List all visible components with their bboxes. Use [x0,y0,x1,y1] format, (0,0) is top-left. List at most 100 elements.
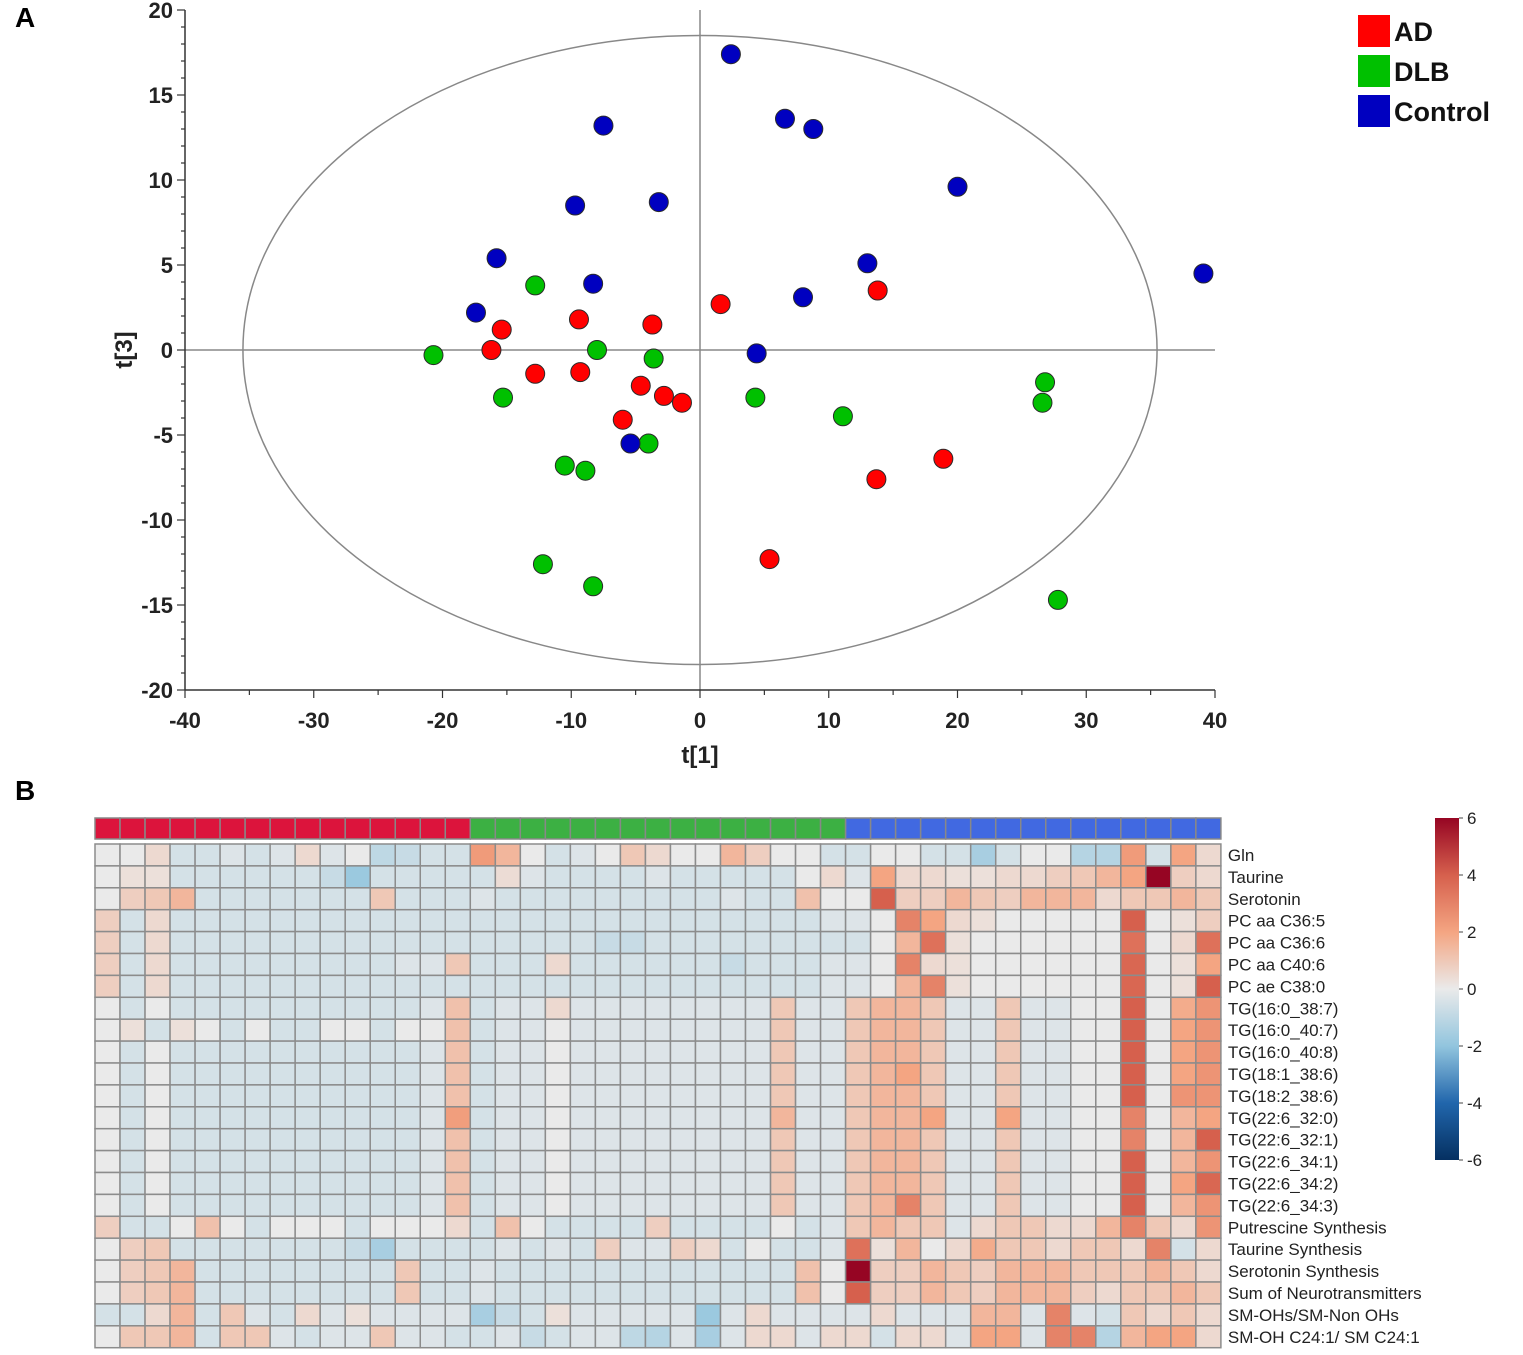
heatmap-cell [519,996,547,1020]
heatmap-cell [819,1040,847,1064]
heatmap-cell [194,865,221,889]
heatmap-cell [794,1127,822,1152]
heatmap-cell [844,1127,872,1152]
heatmap-cell [994,1281,1022,1305]
heatmap-cell [969,1193,997,1218]
heatmap-cell [519,1018,547,1042]
heatmap-cell [444,1215,472,1239]
heatmap-cell [944,865,972,889]
heatmap-cell [544,1149,572,1174]
heatmap-cell [794,887,822,911]
heatmap-cell [1095,1018,1122,1042]
heatmap-cell [869,1149,897,1174]
point-ad [671,392,692,413]
heatmap-cell [1019,1062,1047,1086]
heatmap-cell [969,1127,997,1152]
heatmap-cell [194,1106,221,1130]
heatmap-cell [719,1106,747,1130]
heatmap-cell [894,930,922,955]
heatmap-cell [494,1062,522,1086]
heatmap-cell [819,952,847,977]
group-annotation-dlb [469,817,497,840]
heatmap-cell [644,887,672,911]
heatmap-cell [619,1259,647,1283]
legend-swatch-dlb [1358,55,1390,87]
heatmap-cell [769,1062,797,1086]
heatmap-cell [219,887,246,911]
heatmap-cell [119,1281,146,1305]
heatmap-cell [569,930,597,955]
heatmap-cell [744,1149,772,1174]
row-label: Taurine Synthesis [1228,1240,1362,1259]
heatmap-cell [144,1171,171,1196]
heatmap-cell [1045,1084,1072,1108]
heatmap-cell [319,996,346,1020]
heatmap-cell [644,974,672,999]
heatmap-cell [894,1149,922,1174]
group-annotation-ad [119,817,146,840]
heatmap-cell [1145,1040,1172,1064]
heatmap-cell [594,930,622,955]
heatmap-cell [819,1084,847,1108]
heatmap-cell [794,1106,822,1130]
color-scale-bar [1435,818,1459,1160]
scale-tick-label: 2 [1467,923,1476,942]
heatmap-cell [794,1193,822,1218]
heatmap-cell [744,1325,772,1349]
point-dlb [1035,372,1056,393]
heatmap-cell [269,1303,296,1327]
heatmap-cell [594,1303,622,1327]
heatmap-cell [919,1018,947,1042]
heatmap-cell [819,996,847,1020]
heatmap-cell [269,843,296,867]
heatmap-cell [594,1325,622,1349]
heatmap-cell [694,1303,722,1327]
heatmap-cell [1195,1259,1222,1283]
heatmap-cell [969,1106,997,1130]
heatmap-cell [669,843,697,867]
heatmap-cell [119,1149,146,1174]
heatmap-cell [544,865,572,889]
heatmap-cell [844,887,872,911]
heatmap-cell [919,930,947,955]
heatmap-cell [869,1062,897,1086]
heatmap-cell [1170,1281,1197,1305]
heatmap-cell [169,1281,196,1305]
heatmap-cell [294,1106,321,1130]
heatmap-cell [1019,1040,1047,1064]
heatmap-cell [919,1259,947,1283]
x-tick-label: -20 [427,708,459,733]
heatmap-cell [769,865,797,889]
heatmap-cell [694,996,722,1020]
heatmap-cell [969,1018,997,1042]
heatmap-cell [144,1193,171,1218]
heatmap-cell [1095,996,1122,1020]
heatmap-cell [169,908,196,933]
heatmap-cell [794,930,822,955]
heatmap-cell [994,930,1022,955]
heatmap-cell [494,865,522,889]
heatmap-cell [944,996,972,1020]
heatmap-cell [569,1018,597,1042]
point-dlb [587,340,607,360]
heatmap-cell [719,930,747,955]
heatmap-cell [744,887,772,911]
heatmap-cell [119,1193,146,1218]
heatmap-cell [369,1193,396,1218]
heatmap-cell [869,1237,897,1261]
heatmap-cell [294,1259,321,1283]
heatmap-cell [519,908,547,933]
heatmap-cell [169,843,196,867]
group-annotation-ad [169,817,196,840]
heatmap-cell [544,1281,572,1305]
heatmap-cell [94,1237,121,1261]
heatmap-cell [119,1127,146,1152]
scale-tick-label: 4 [1467,866,1476,885]
heatmap-cell [219,1215,246,1239]
point-ad [642,314,663,335]
heatmap-cell [844,974,872,999]
heatmap-cell [1019,887,1047,911]
heatmap-cell [494,887,522,911]
heatmap-cell [1019,1149,1047,1174]
heatmap-cell [819,1171,847,1196]
